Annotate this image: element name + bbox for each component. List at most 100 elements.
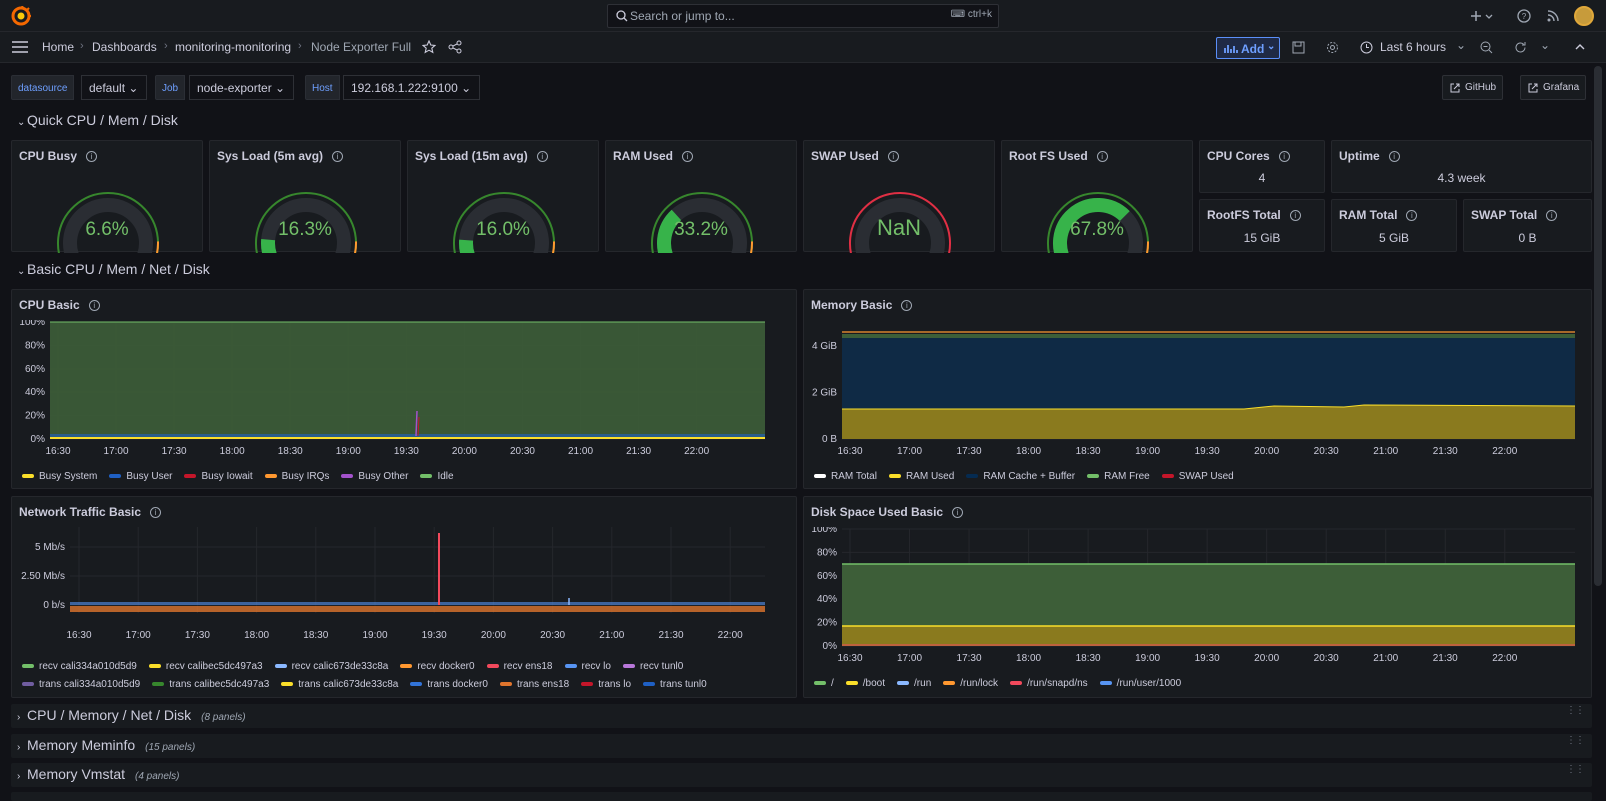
row-cpu-memory-net-disk[interactable]: › CPU / Memory / Net / Disk (8 panels) ⋮⋮: [11, 704, 1592, 728]
gauge-panel-cpu-busy[interactable]: CPU Busy i 6.6%: [11, 140, 203, 253]
row-memory-vmstat[interactable]: › Memory Vmstat (4 panels) ⋮⋮: [11, 763, 1592, 787]
legend-item[interactable]: SWAP Used: [1161, 471, 1234, 482]
legend-item[interactable]: RAM Cache + Buffer: [966, 471, 1075, 482]
row-quick-cpu-mem-disk[interactable]: ⌄ Quick CPU / Mem / Disk: [17, 112, 178, 128]
info-icon[interactable]: i: [1278, 151, 1290, 163]
info-icon[interactable]: i: [1388, 151, 1400, 163]
legend-item[interactable]: trans ens18: [499, 679, 569, 690]
info-icon[interactable]: i: [901, 300, 913, 312]
chevron-down-icon[interactable]: [1484, 8, 1494, 24]
stat-panel-rootfs-total[interactable]: RootFS Total i 15 GiB: [1199, 199, 1325, 252]
refresh-icon[interactable]: [1514, 41, 1527, 54]
news-icon[interactable]: [1545, 8, 1561, 24]
add-button[interactable]: Add ⌄: [1216, 37, 1280, 59]
info-icon[interactable]: i: [88, 300, 100, 312]
save-icon[interactable]: [1292, 41, 1305, 54]
star-icon[interactable]: [422, 40, 436, 54]
gauge-panel-ram-used[interactable]: RAM Used i 33.2%: [605, 140, 797, 253]
legend-item[interactable]: /run/user/1000: [1099, 678, 1181, 689]
legend-item[interactable]: recv ens18: [486, 661, 553, 672]
search-input[interactable]: [630, 8, 930, 24]
variable-select-datasource[interactable]: default ⌄: [81, 75, 148, 100]
chevron-down-icon[interactable]: ⌄: [1456, 38, 1467, 52]
legend-item[interactable]: recv calibec5dc497a3: [148, 661, 263, 672]
legend-item[interactable]: /: [814, 678, 834, 689]
drag-handle-icon[interactable]: ⋮⋮: [1566, 764, 1585, 775]
legend-item[interactable]: recv tunl0: [622, 661, 683, 672]
variable-select-job[interactable]: node-exporter ⌄: [189, 75, 295, 100]
stat-panel-ram-total[interactable]: RAM Total i 5 GiB: [1331, 199, 1457, 252]
gauge-panel-sys-load-15m-avg[interactable]: Sys Load (15m avg) i 16.0%: [407, 140, 599, 253]
user-avatar-icon[interactable]: [1574, 6, 1594, 26]
stat-panel-swap-total[interactable]: SWAP Total i 0 B: [1463, 199, 1592, 252]
legend-item[interactable]: trans calibec5dc497a3: [152, 679, 269, 690]
gauge-panel-sys-load-5m-avg[interactable]: Sys Load (5m avg) i 16.3%: [209, 140, 401, 253]
menu-icon[interactable]: [12, 40, 28, 54]
info-icon[interactable]: i: [887, 151, 899, 163]
info-icon[interactable]: i: [1546, 210, 1558, 222]
variable-select-host[interactable]: 192.168.1.222:9100 ⌄: [343, 75, 481, 100]
panel-cpu-basic[interactable]: CPU Basic i 100% 80% 60% 40% 20% 0% 16:30 17:00 1…: [11, 289, 797, 489]
legend-item[interactable]: RAM Used: [888, 471, 954, 482]
drag-handle-icon[interactable]: ⋮⋮: [1566, 705, 1585, 716]
grafana-link[interactable]: Grafana: [1520, 75, 1587, 100]
stat-panel-uptime[interactable]: Uptime i 4.3 week: [1331, 140, 1592, 193]
info-icon[interactable]: i: [682, 151, 694, 163]
info-icon[interactable]: i: [86, 151, 98, 163]
search-bar[interactable]: ⌨ ctrl+k: [607, 4, 999, 28]
panel-disk-space-used-basic[interactable]: Disk Space Used Basic i 100% 80% 60% 40% 20% 0…: [803, 496, 1592, 698]
legend-item[interactable]: RAM Free: [1087, 471, 1150, 482]
breadcrumb-home[interactable]: Home: [42, 40, 75, 54]
chevron-down-icon[interactable]: ⌄: [1540, 38, 1551, 52]
legend-item[interactable]: recv calic673de33c8a: [274, 661, 388, 672]
gear-icon[interactable]: [1326, 41, 1339, 54]
plus-icon[interactable]: [1468, 8, 1484, 24]
help-icon[interactable]: ?: [1516, 8, 1532, 24]
legend-item[interactable]: /run: [897, 678, 931, 689]
legend-item[interactable]: recv cali334a010d5d9: [22, 661, 137, 672]
cpu-basic-chart[interactable]: 100% 80% 60% 40% 20% 0%16:30 17:00 17:30 18:00 18…: [12, 320, 798, 465]
legend-item[interactable]: Busy System: [22, 471, 97, 482]
legend-item[interactable]: recv lo: [564, 661, 611, 672]
legend-item[interactable]: trans cali334a010d5d9: [22, 679, 140, 690]
legend-item[interactable]: trans calic673de33c8a: [281, 679, 398, 690]
panel-memory-basic[interactable]: Memory Basic i 4 GiB 2 GiB 0 B 16:30 17:00 17:…: [803, 289, 1592, 489]
panel-network-traffic-basic[interactable]: Network Traffic Basic i 5 Mb/s 2.50 Mb/s 0 …: [11, 496, 797, 698]
legend-item[interactable]: trans tunl0: [643, 679, 707, 690]
time-range-picker[interactable]: Last 6 hours: [1380, 40, 1447, 54]
collapse-icon[interactable]: [1574, 41, 1586, 53]
row-basic-cpu-mem-net-disk[interactable]: ⌄ Basic CPU / Mem / Net / Disk: [17, 261, 210, 277]
gauge-panel-root-fs-used[interactable]: Root FS Used i 67.8%: [1001, 140, 1193, 253]
breadcrumb-folder[interactable]: monitoring-monitoring: [175, 40, 292, 54]
network-traffic-chart[interactable]: 5 Mb/s 2.50 Mb/s 0 b/s 16:30 17:00 17:30 18:00…: [12, 527, 798, 657]
legend-item[interactable]: trans docker0: [410, 679, 488, 690]
memory-basic-chart[interactable]: 4 GiB 2 GiB 0 B16:30 17:00 17:30 18:00 18:30 19…: [804, 320, 1593, 465]
legend-item[interactable]: /run/lock: [943, 678, 998, 689]
github-link[interactable]: GitHub: [1442, 75, 1504, 100]
legend-item[interactable]: Idle: [420, 471, 454, 482]
info-icon[interactable]: i: [536, 151, 548, 163]
gauge-panel-swap-used[interactable]: SWAP Used i NaN: [803, 140, 995, 253]
info-icon[interactable]: i: [1289, 210, 1301, 222]
disk-space-chart[interactable]: 100% 80% 60% 40% 20% 0%16:30 17:00 17:30 18:00 18…: [804, 527, 1593, 672]
legend-item[interactable]: RAM Total: [814, 471, 877, 482]
legend-item[interactable]: recv docker0: [400, 661, 475, 672]
drag-handle-icon[interactable]: ⋮⋮: [1566, 735, 1585, 746]
info-icon[interactable]: i: [1406, 210, 1418, 222]
info-icon[interactable]: i: [952, 507, 964, 519]
legend-item[interactable]: Busy User: [109, 471, 172, 482]
scrollbar[interactable]: [1594, 66, 1602, 586]
grafana-logo-icon[interactable]: [11, 6, 31, 26]
legend-item[interactable]: /run/snapd/ns: [1010, 678, 1088, 689]
info-icon[interactable]: i: [1096, 151, 1108, 163]
info-icon[interactable]: i: [332, 151, 344, 163]
legend-item[interactable]: trans lo: [581, 679, 631, 690]
breadcrumb-dashboards[interactable]: Dashboards: [92, 40, 157, 54]
stat-panel-cpu-cores[interactable]: CPU Cores i 4: [1199, 140, 1325, 193]
row-partial[interactable]: [11, 792, 1592, 801]
legend-item[interactable]: Busy Iowait: [184, 471, 253, 482]
row-memory-meminfo[interactable]: › Memory Meminfo (15 panels) ⋮⋮: [11, 734, 1592, 758]
legend-item[interactable]: /boot: [845, 678, 885, 689]
zoom-out-icon[interactable]: [1480, 41, 1493, 54]
legend-item[interactable]: Busy Other: [341, 471, 408, 482]
